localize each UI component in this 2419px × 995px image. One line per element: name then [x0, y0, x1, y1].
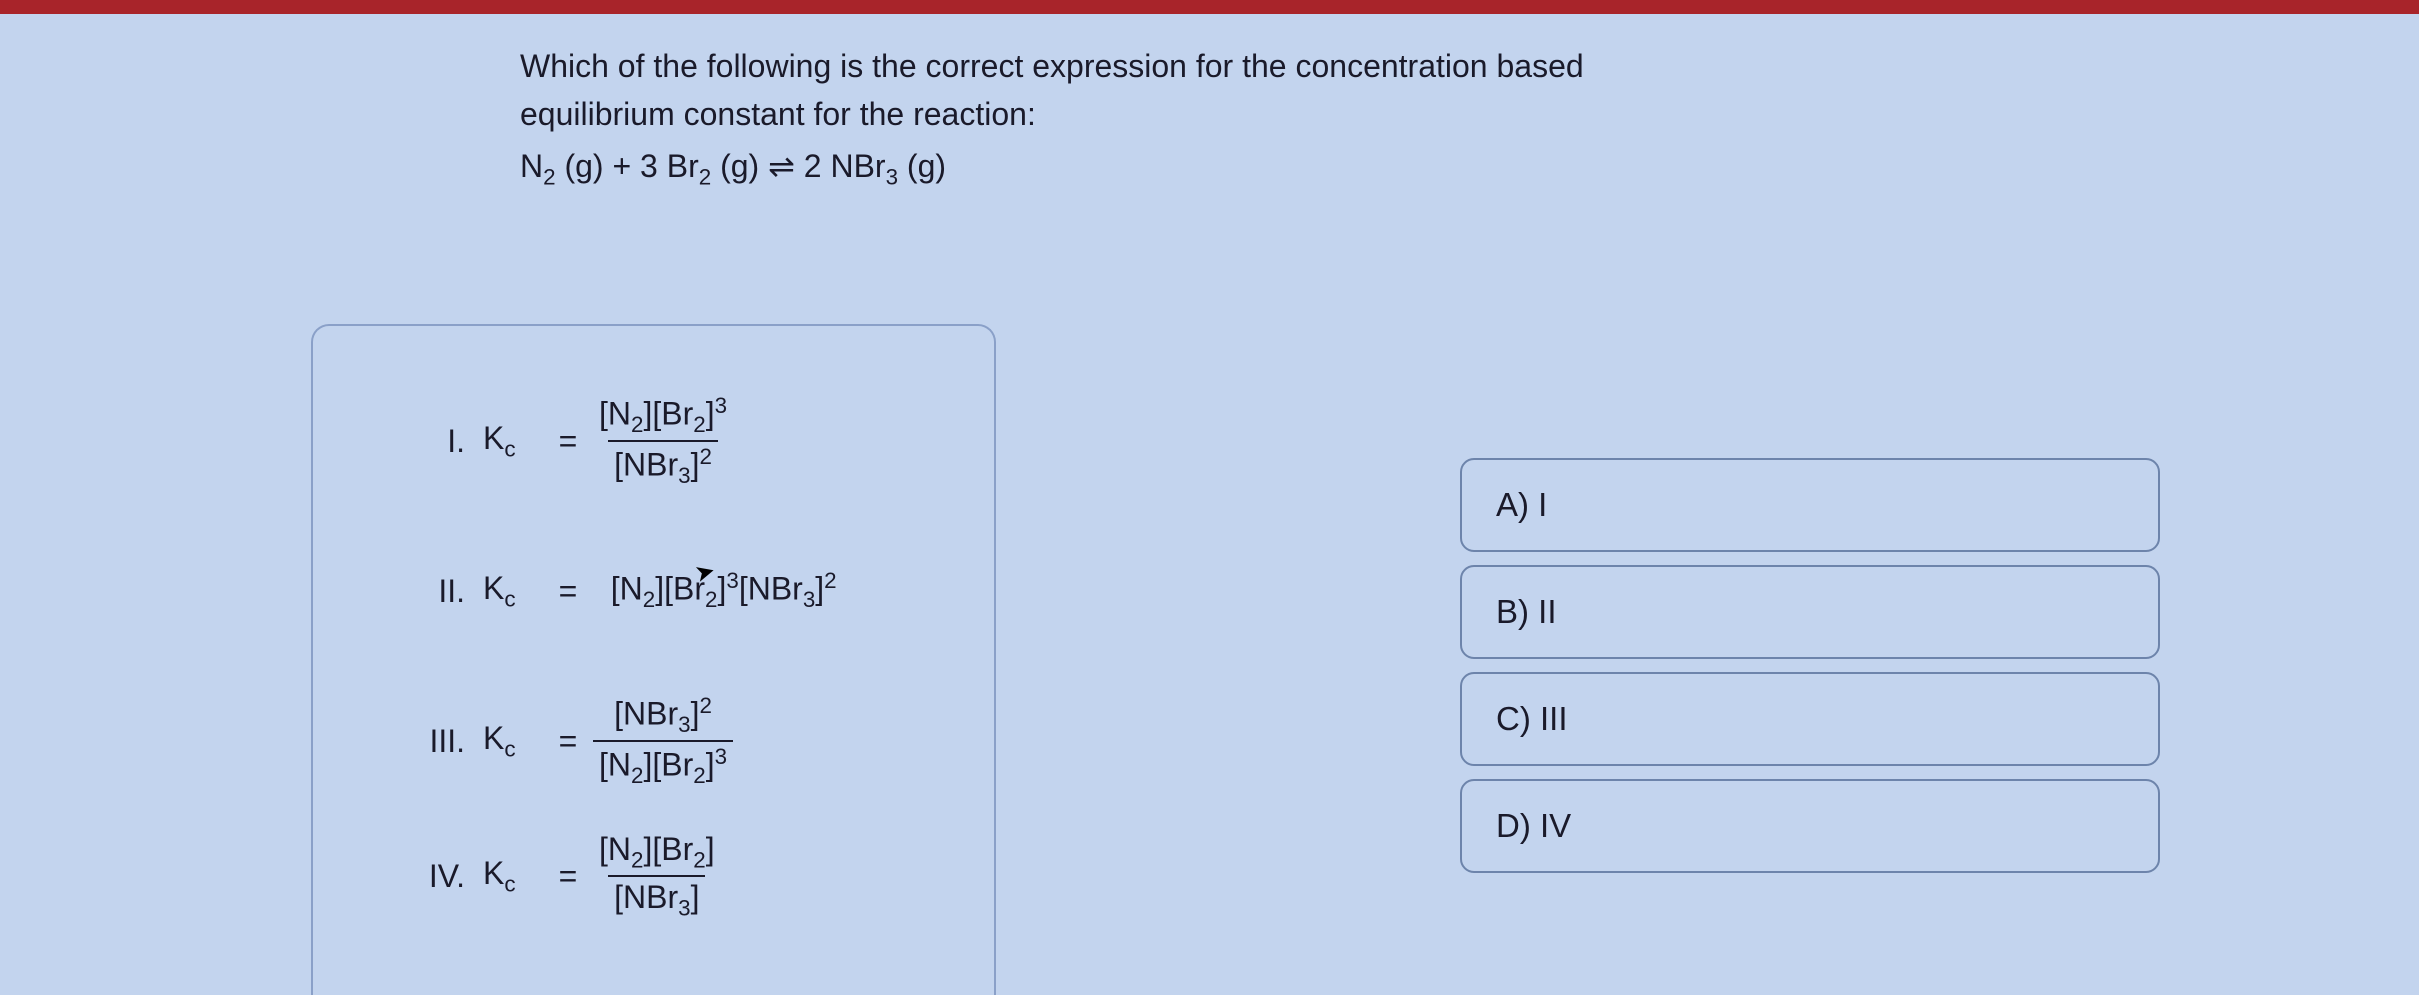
expression-ii: II. Kc = [N2][Br2]3[NBr3]2 [393, 516, 944, 666]
kc-label: Kc [483, 420, 543, 462]
kc-label: Kc [483, 855, 543, 897]
expression-i: I. Kc = [N2][Br2]3 [NBr3]2 [393, 366, 944, 516]
reaction-equation: N2 (g) + 3 Br2 (g) ⇌ 2 NBr3 (g) [520, 142, 1820, 194]
roman-iii: III. [393, 723, 483, 760]
roman-i: I. [393, 423, 483, 460]
numerator: [N2][Br2] [593, 831, 721, 875]
fraction-iv: [N2][Br2] [NBr3] [593, 831, 721, 922]
equals-sign: = [543, 858, 593, 895]
kc-label: Kc [483, 570, 543, 612]
answer-c-label: C) III [1496, 700, 1568, 738]
equals-sign: = [543, 423, 593, 460]
equals-sign: = [543, 573, 593, 610]
numerator: [NBr3]2 [608, 693, 718, 740]
equals-sign: = [543, 723, 593, 760]
answer-b-button[interactable]: B) II [1460, 565, 2160, 659]
question-line-1: Which of the following is the correct ex… [520, 42, 1820, 90]
question-block: Which of the following is the correct ex… [520, 42, 1820, 194]
answer-a-button[interactable]: A) I [1460, 458, 2160, 552]
expression-iii: III. Kc = [NBr3]2 [N2][Br2]3 [393, 666, 944, 816]
question-line-2: equilibrium constant for the reaction: [520, 90, 1820, 138]
expressions-panel: I. Kc = [N2][Br2]3 [NBr3]2 II. Kc = [N2]… [311, 324, 996, 995]
answer-d-label: D) IV [1496, 807, 1571, 845]
fraction-iii: [NBr3]2 [N2][Br2]3 [593, 693, 733, 789]
roman-ii: II. [393, 573, 483, 610]
roman-iv: IV. [393, 858, 483, 895]
answer-c-button[interactable]: C) III [1460, 672, 2160, 766]
denominator: [NBr3]2 [608, 440, 718, 489]
answer-d-button[interactable]: D) IV [1460, 779, 2160, 873]
kc-label: Kc [483, 720, 543, 762]
answer-a-label: A) I [1496, 486, 1547, 524]
answer-b-label: B) II [1496, 593, 1557, 631]
accent-bar [0, 0, 2419, 14]
fraction-i: [N2][Br2]3 [NBr3]2 [593, 393, 733, 489]
denominator: [N2][Br2]3 [593, 740, 733, 789]
denominator: [NBr3] [608, 875, 705, 921]
answer-choices: A) I B) II C) III D) IV [1460, 458, 2160, 886]
expression-iv: IV. Kc = [N2][Br2] [NBr3] [393, 816, 944, 936]
numerator: [N2][Br2]3 [593, 393, 733, 440]
